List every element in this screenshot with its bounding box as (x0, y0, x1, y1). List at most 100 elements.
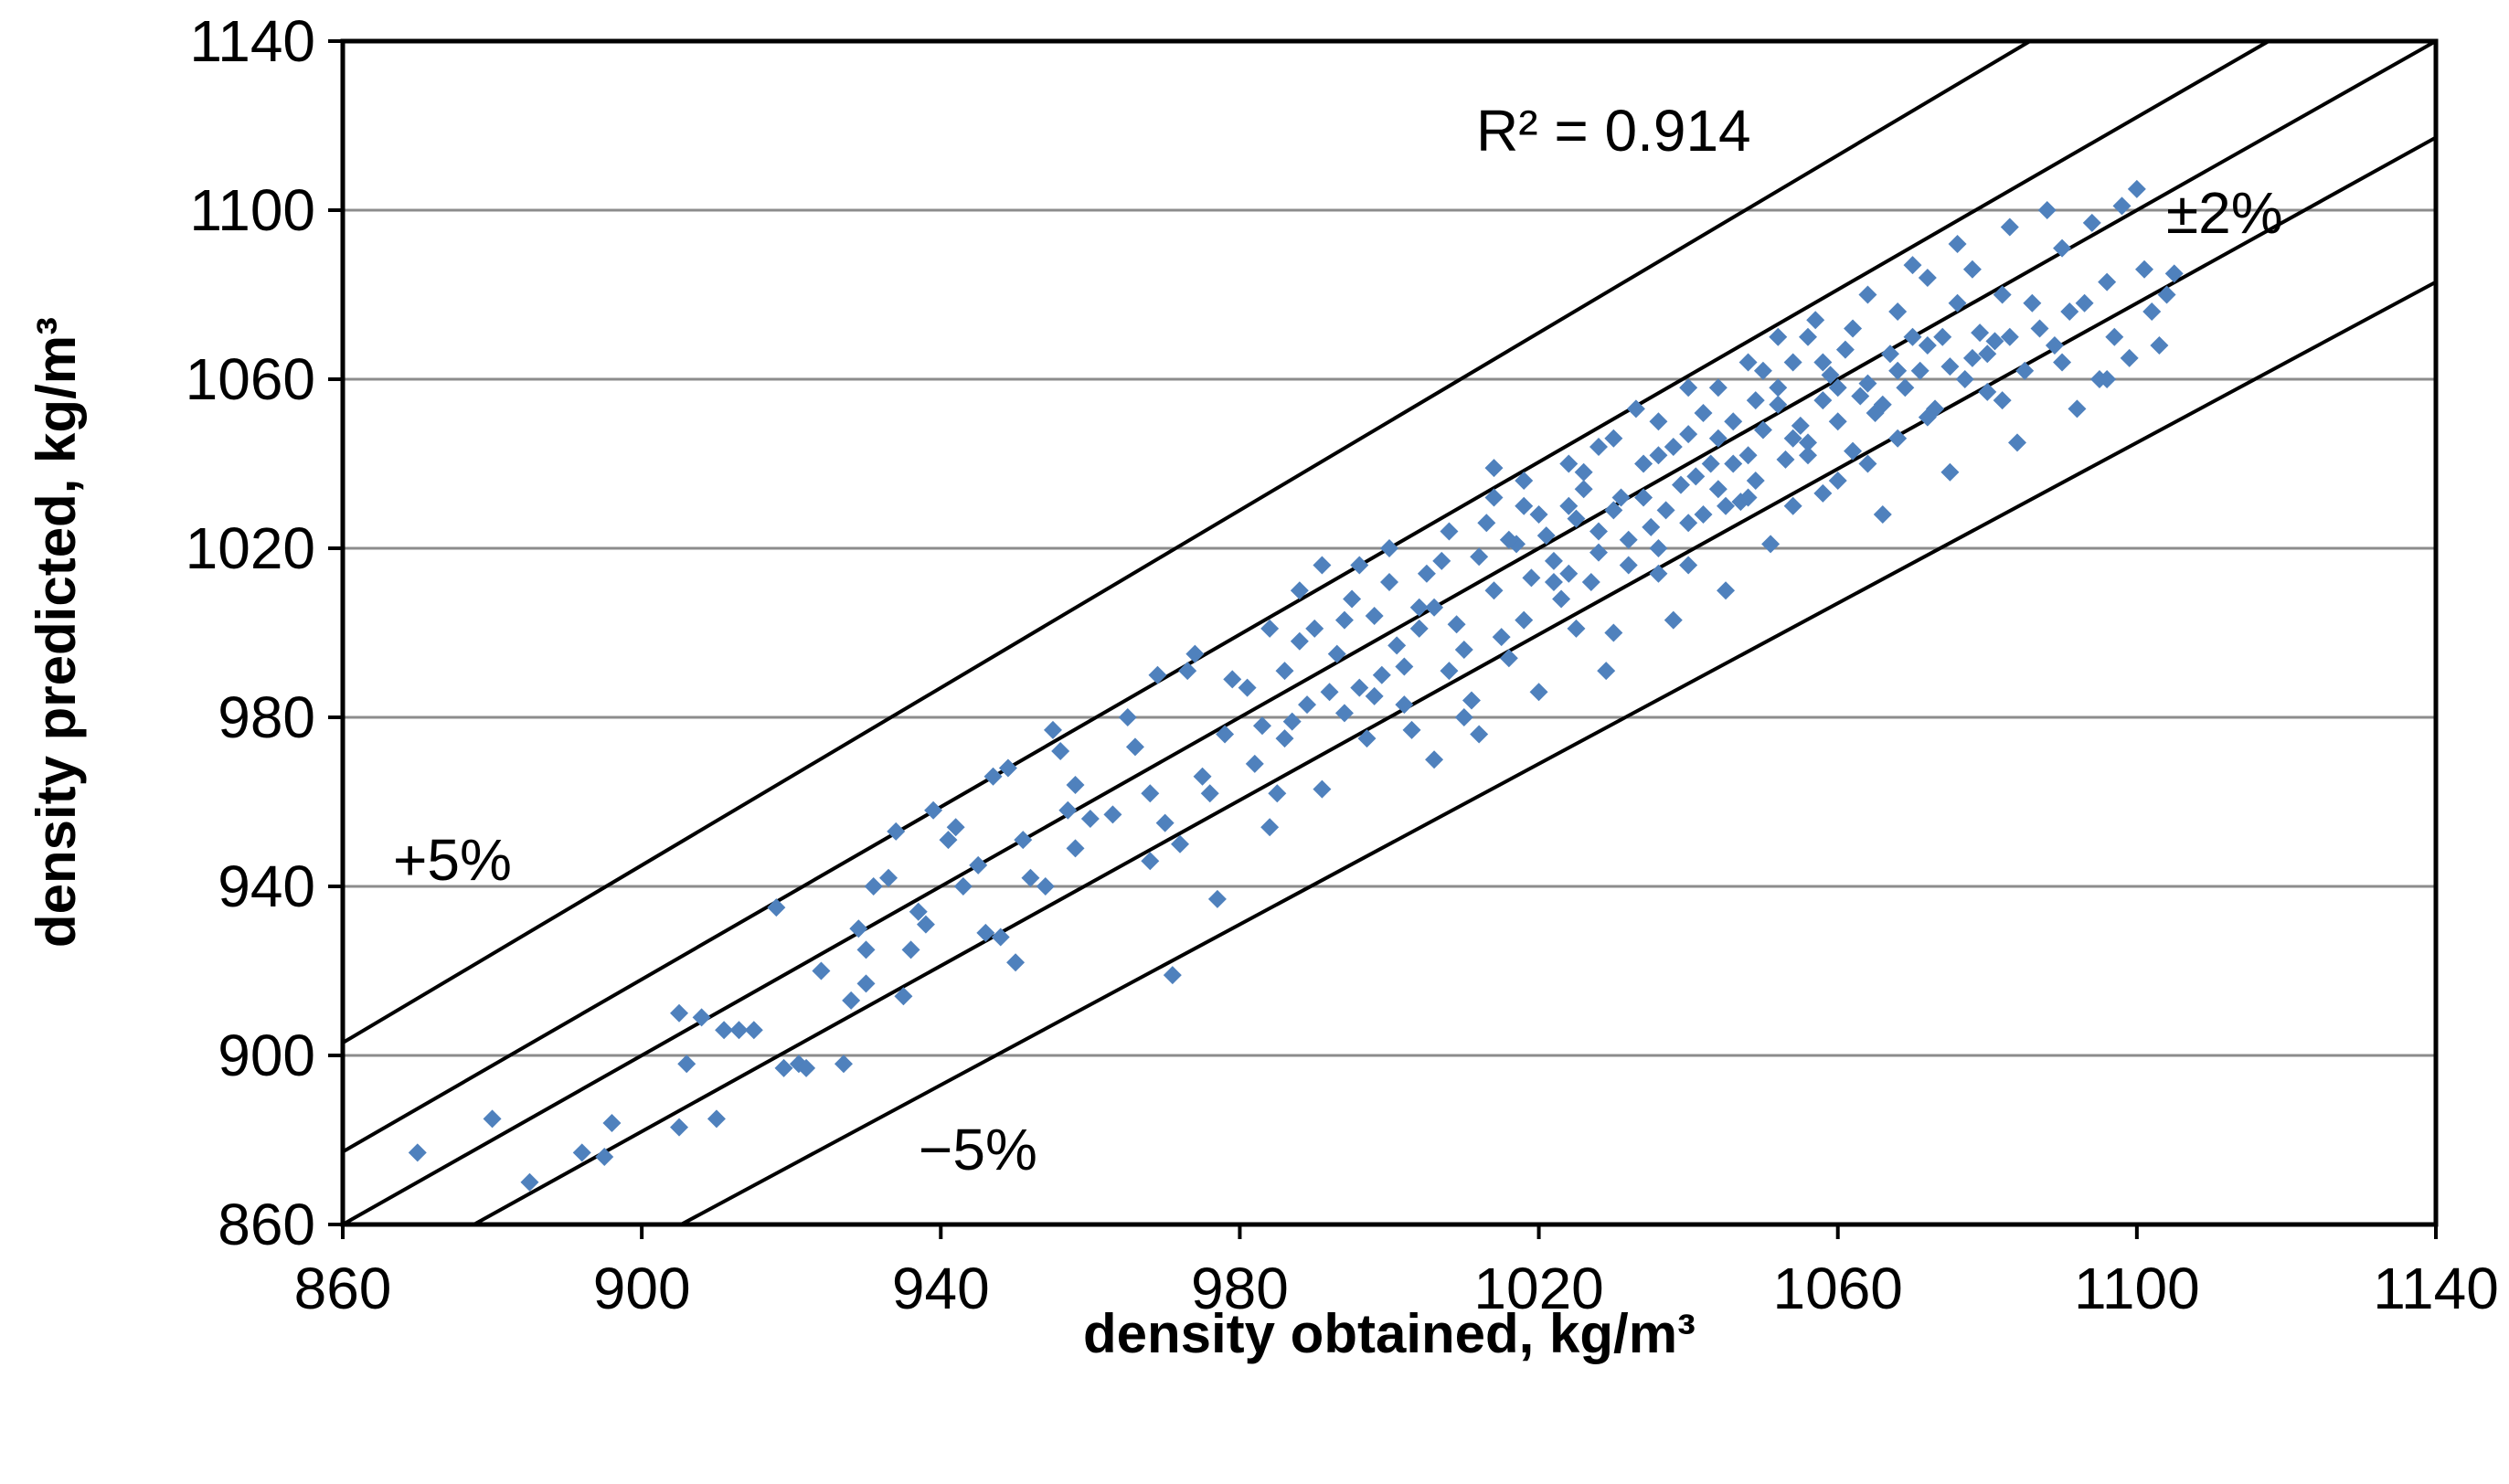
data-point (2120, 348, 2139, 367)
data-point (1589, 543, 1608, 562)
data-point (1567, 619, 1586, 638)
data-point (1544, 551, 1563, 570)
x-tick-label: 1060 (1773, 1256, 1903, 1321)
data-point (998, 758, 1017, 778)
data-point (1918, 269, 1937, 287)
data-point (1245, 754, 1264, 773)
data-point (408, 1143, 427, 1162)
data-point (2112, 196, 2132, 216)
data-point (2030, 319, 2049, 338)
data-point (1962, 260, 1982, 279)
data-point (1425, 750, 1444, 769)
data-point (1993, 285, 2012, 304)
data-point (1642, 517, 1661, 536)
data-point (1776, 450, 1795, 469)
data-point (1357, 729, 1377, 748)
data-point (1828, 378, 1847, 398)
data-point (1043, 720, 1062, 739)
data-point (1753, 361, 1772, 380)
data-point (1671, 475, 1690, 494)
data-point (1858, 454, 1877, 473)
data-point (2023, 293, 2042, 313)
data-point (887, 822, 906, 841)
data-point (909, 902, 928, 921)
data-point (670, 1003, 689, 1023)
data-point (1544, 573, 1563, 591)
data-point (1066, 776, 1085, 794)
data-point (1619, 530, 1638, 549)
data-point (1828, 412, 1847, 431)
data-point (894, 987, 913, 1006)
data-point (1679, 556, 1698, 575)
data-point (1223, 670, 1242, 689)
data-point (1260, 619, 1280, 638)
data-point (1141, 784, 1160, 803)
data-point (1649, 539, 1668, 557)
r-squared-annotation: R² = 0.914 (1476, 98, 1751, 164)
data-point (1933, 327, 1952, 346)
data-point (924, 800, 943, 820)
data-point (2105, 327, 2124, 346)
data-point (1589, 438, 1608, 456)
data-point (1611, 488, 1631, 507)
data-point (1484, 459, 1504, 478)
data-point (1365, 607, 1384, 625)
data-point (2127, 179, 2146, 198)
data-point (602, 1114, 622, 1132)
data-point (1462, 691, 1481, 710)
data-point (953, 877, 973, 896)
data-point (1962, 348, 1982, 367)
data-point (1761, 535, 1781, 554)
data-point (1006, 953, 1026, 972)
data-point (729, 1021, 749, 1040)
data-point (1708, 429, 1728, 448)
data-point (939, 831, 958, 850)
data-point (1873, 505, 1892, 524)
data-point (1118, 708, 1137, 726)
data-point (1148, 665, 1167, 684)
data-point (1880, 344, 1899, 364)
data-point (1499, 649, 1518, 668)
data-point (1051, 742, 1070, 760)
data-point (1978, 382, 1997, 401)
data-point (1313, 779, 1332, 799)
y-tick-label: 1020 (186, 515, 315, 581)
data-point (1171, 834, 1189, 853)
data-point (1769, 378, 1788, 398)
data-point (1813, 483, 1833, 503)
data-point (1216, 725, 1235, 744)
data-point (1298, 695, 1317, 715)
data-point (1365, 686, 1384, 705)
data-point (1858, 374, 1877, 393)
data-point (1275, 729, 1294, 748)
data-point (1948, 293, 1967, 313)
x-tick-label: 940 (892, 1256, 990, 1321)
data-point (2045, 336, 2064, 355)
data-point (1746, 472, 1765, 490)
data-point (842, 991, 861, 1010)
data-point (1597, 662, 1616, 681)
data-point (2075, 293, 2094, 313)
x-axis-label: density obtained, kg/m³ (1083, 1303, 1696, 1364)
data-point (1813, 391, 1833, 410)
data-point (1888, 429, 1908, 448)
data-point (856, 940, 876, 959)
y-tick-label: 980 (218, 684, 315, 750)
data-point (1679, 514, 1698, 533)
data-point (1141, 852, 1160, 871)
x-tick-label: 900 (593, 1256, 691, 1321)
data-point (1484, 488, 1504, 507)
data-point (1372, 665, 1391, 684)
data-point (2060, 302, 2079, 321)
data-point (1918, 336, 1937, 355)
data-point (1515, 610, 1534, 630)
data-point (916, 915, 935, 934)
data-point (1290, 581, 1309, 600)
x-axis-ticks: 860 900 940 980 1020 1060 1100 1140 (294, 1224, 2499, 1321)
data-point (1163, 966, 1182, 985)
data-point (1791, 416, 1810, 435)
data-point (670, 1118, 689, 1137)
data-point (1724, 412, 1743, 431)
